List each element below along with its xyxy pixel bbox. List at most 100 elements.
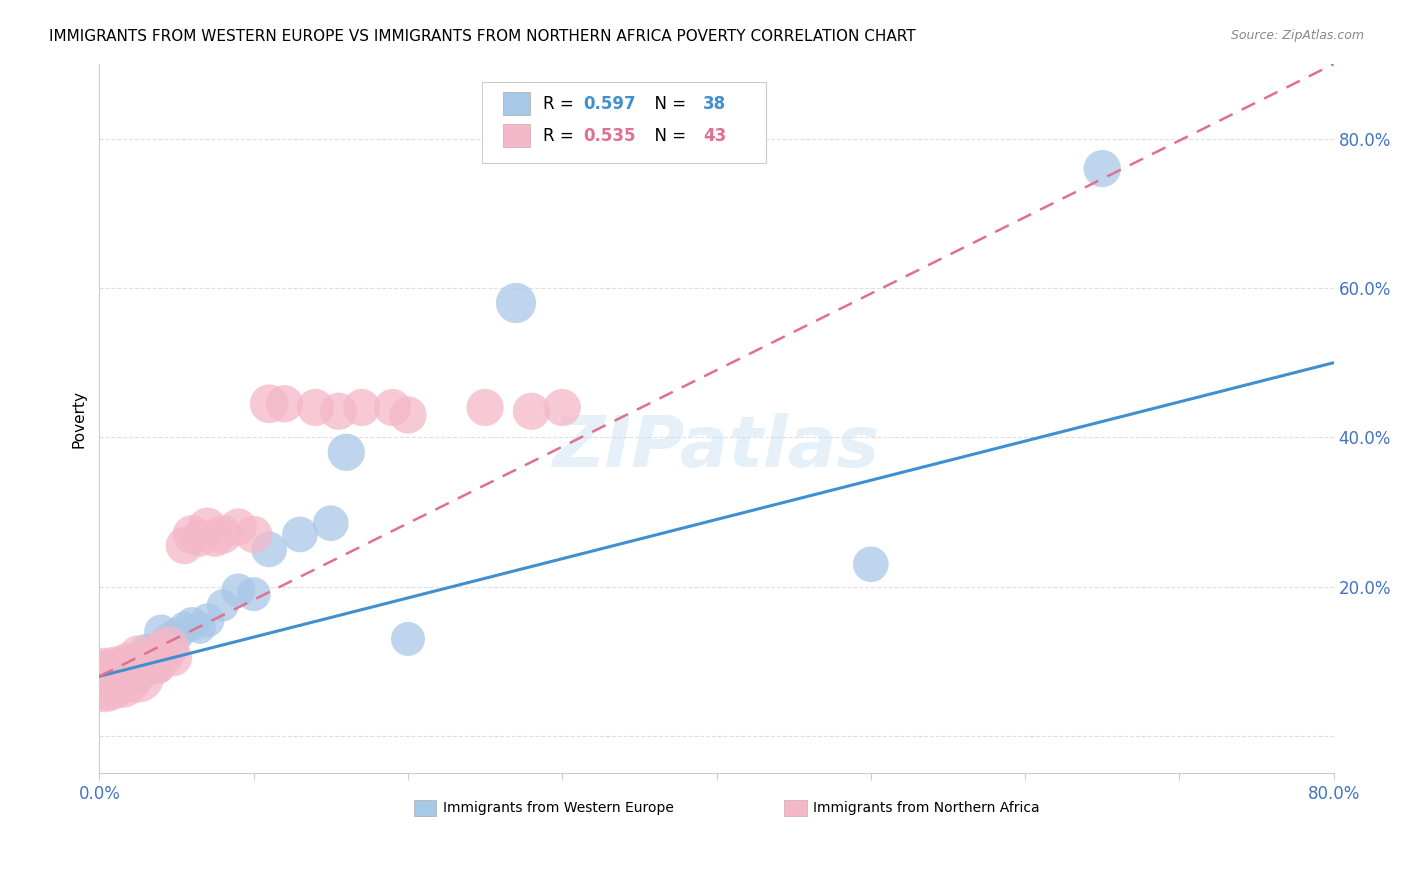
Point — [96, 681, 118, 695]
Point — [111, 677, 134, 691]
Point — [257, 542, 280, 557]
Point — [127, 658, 149, 673]
Point — [257, 397, 280, 411]
Point — [505, 296, 527, 310]
FancyBboxPatch shape — [482, 82, 766, 163]
Point — [150, 624, 173, 639]
Point — [120, 673, 142, 687]
FancyBboxPatch shape — [785, 800, 807, 816]
Point — [150, 643, 173, 657]
Point — [115, 665, 138, 680]
Point — [157, 640, 180, 654]
Point — [197, 520, 219, 534]
Point — [131, 662, 153, 676]
Point — [350, 401, 373, 415]
Point — [551, 401, 574, 415]
Point — [104, 673, 127, 687]
Text: R =: R = — [543, 127, 578, 145]
Point — [188, 621, 211, 635]
Point — [381, 401, 404, 415]
Point — [153, 650, 176, 665]
Point — [111, 677, 134, 691]
FancyBboxPatch shape — [415, 800, 436, 816]
Point — [273, 397, 295, 411]
Point — [122, 665, 145, 680]
Point — [242, 527, 264, 541]
Text: Source: ZipAtlas.com: Source: ZipAtlas.com — [1230, 29, 1364, 42]
Text: 38: 38 — [703, 95, 725, 112]
Point — [173, 539, 195, 553]
Text: R =: R = — [543, 95, 578, 112]
Point — [288, 527, 311, 541]
Text: 0.535: 0.535 — [583, 127, 636, 145]
Point — [212, 599, 235, 613]
Point — [120, 669, 142, 683]
Point — [181, 527, 204, 541]
Point — [142, 654, 165, 668]
Point — [146, 658, 169, 673]
Point — [197, 613, 219, 627]
Point — [396, 408, 419, 422]
Text: 0.597: 0.597 — [583, 95, 636, 112]
Point — [135, 665, 157, 680]
Point — [319, 516, 342, 531]
Point — [104, 658, 127, 673]
Point — [115, 654, 138, 668]
Point — [157, 632, 180, 646]
Point — [100, 665, 122, 680]
Point — [115, 662, 138, 676]
Point — [335, 445, 357, 459]
Text: N =: N = — [644, 127, 692, 145]
Point — [162, 650, 184, 665]
Point — [127, 669, 149, 683]
Point — [138, 658, 160, 673]
Text: Immigrants from Northern Africa: Immigrants from Northern Africa — [813, 801, 1039, 815]
Point — [328, 404, 350, 418]
Point — [120, 654, 142, 668]
Text: IMMIGRANTS FROM WESTERN EUROPE VS IMMIGRANTS FROM NORTHERN AFRICA POVERTY CORREL: IMMIGRANTS FROM WESTERN EUROPE VS IMMIGR… — [49, 29, 915, 44]
Point — [107, 669, 129, 683]
Point — [135, 654, 157, 668]
Point — [226, 520, 249, 534]
Point — [142, 658, 165, 673]
Point — [474, 401, 496, 415]
Text: 43: 43 — [703, 127, 727, 145]
Point — [204, 531, 226, 545]
Point — [226, 583, 249, 598]
Point — [304, 401, 326, 415]
Point — [131, 662, 153, 676]
Y-axis label: Poverty: Poverty — [72, 390, 86, 448]
Point — [98, 677, 121, 691]
Point — [111, 662, 134, 676]
Point — [181, 617, 204, 632]
Point — [111, 654, 134, 668]
Point — [146, 662, 169, 676]
Point — [520, 404, 543, 418]
Text: ZIPatlas: ZIPatlas — [553, 413, 880, 482]
Point — [107, 669, 129, 683]
Point — [127, 673, 149, 687]
Point — [173, 621, 195, 635]
Text: N =: N = — [644, 95, 692, 112]
Point — [100, 665, 122, 680]
Point — [120, 658, 142, 673]
Point — [142, 643, 165, 657]
Text: Immigrants from Western Europe: Immigrants from Western Europe — [443, 801, 673, 815]
Point — [122, 665, 145, 680]
Point — [150, 650, 173, 665]
FancyBboxPatch shape — [503, 93, 530, 115]
Point — [104, 673, 127, 687]
Point — [212, 527, 235, 541]
Point — [242, 587, 264, 601]
Point — [127, 647, 149, 661]
FancyBboxPatch shape — [503, 124, 530, 147]
Point — [859, 558, 882, 572]
Point — [188, 531, 211, 545]
Point — [1091, 161, 1114, 176]
Point — [93, 673, 115, 687]
Point — [96, 658, 118, 673]
Point — [396, 632, 419, 646]
Point — [135, 643, 157, 657]
Point — [138, 647, 160, 661]
Point — [166, 628, 188, 642]
